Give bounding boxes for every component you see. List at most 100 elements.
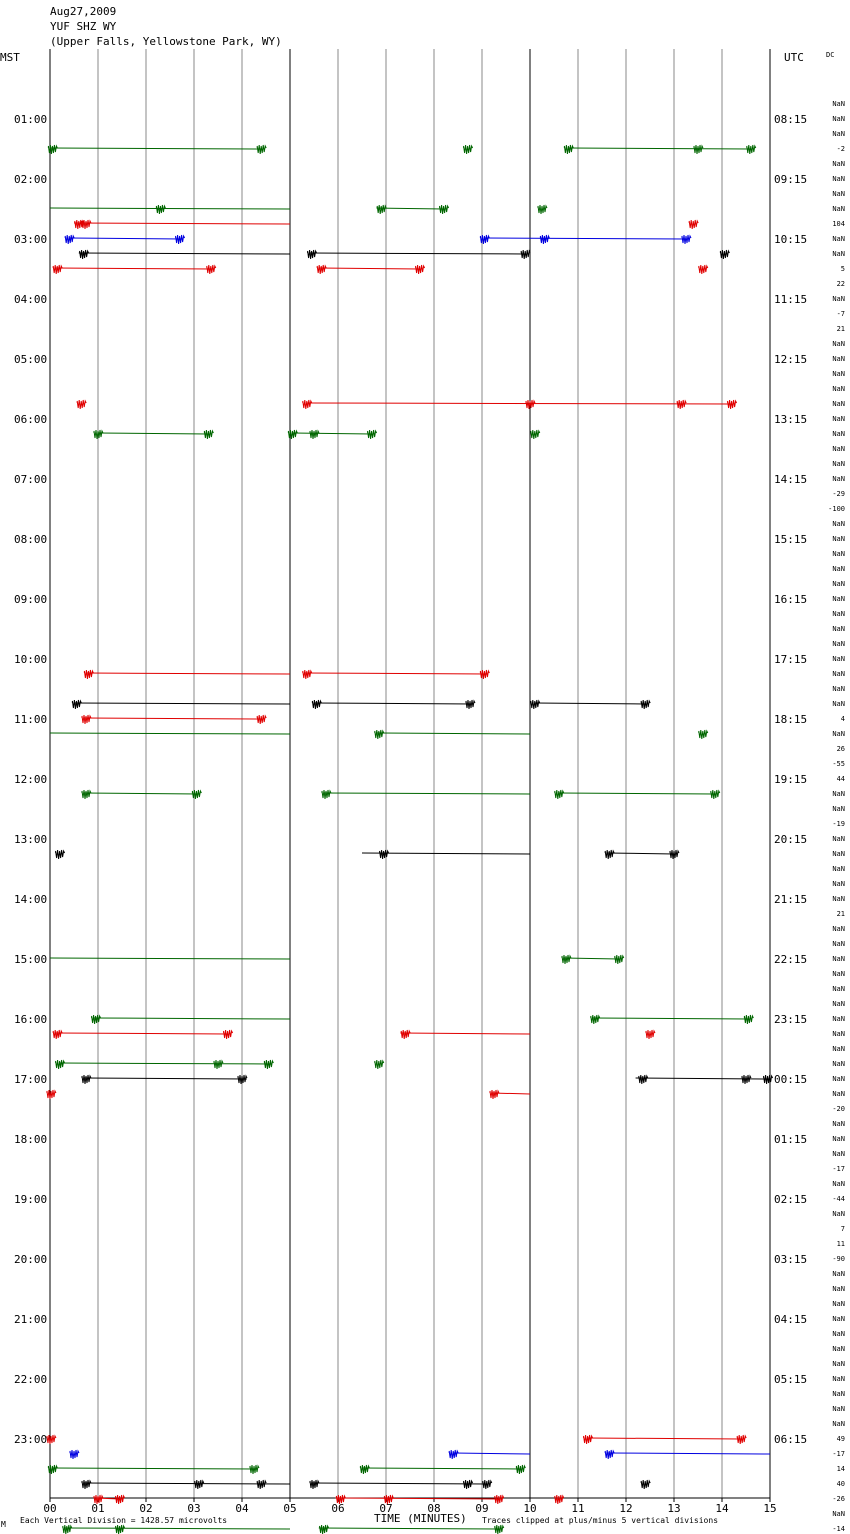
trace-segment <box>83 792 199 795</box>
dc-offset-label: 14 <box>837 1465 845 1473</box>
dc-offset-label: NaN <box>832 1375 845 1383</box>
trace-burst <box>93 1494 104 1505</box>
dc-offset-label: NaN <box>832 1420 845 1428</box>
trace-segment <box>318 1527 499 1530</box>
trace-burst <box>319 1524 330 1534</box>
dc-offset-label: NaN <box>832 985 845 993</box>
trace-burst <box>316 264 327 275</box>
trace-burst <box>676 399 687 410</box>
trace-burst <box>46 1434 57 1445</box>
trace-burst <box>256 144 267 155</box>
trace-segment <box>49 147 262 150</box>
trace-burst <box>175 234 186 245</box>
dc-offset-label: NaN <box>832 895 845 903</box>
trace-burst <box>249 1464 260 1475</box>
trace-burst <box>307 249 318 260</box>
trace-burst <box>489 1089 500 1100</box>
dc-offset-label: NaN <box>832 385 845 393</box>
dc-offset-label: NaN <box>832 1135 845 1143</box>
dc-offset-label: -19 <box>832 820 845 828</box>
trace-segment <box>323 792 531 795</box>
x-tick-label: 08 <box>427 1502 440 1515</box>
trace-burst <box>309 429 320 440</box>
dc-offset-label: NaN <box>832 580 845 588</box>
dc-offset-label: -44 <box>832 1195 845 1203</box>
x-tick-label: 07 <box>379 1502 392 1515</box>
trace-segment <box>606 852 675 855</box>
trace-burst <box>554 1494 565 1505</box>
trace-burst <box>237 1074 248 1085</box>
dc-offset-label: NaN <box>832 550 845 558</box>
dc-offset-label: NaN <box>832 1180 845 1188</box>
trace-burst <box>71 699 82 710</box>
trace-segment <box>361 1467 521 1470</box>
trace-burst <box>746 144 757 155</box>
dc-offset-label: NaN <box>832 835 845 843</box>
right-hour-label: 19:15 <box>774 773 807 786</box>
trace-burst <box>604 1449 615 1460</box>
dc-offset-label: NaN <box>832 1090 845 1098</box>
trace-burst <box>81 714 92 725</box>
trace-segment <box>400 1032 531 1035</box>
left-hour-label: 17:00 <box>14 1073 47 1086</box>
trace-burst <box>727 399 738 410</box>
dc-offset-label: NaN <box>832 355 845 363</box>
trace-burst <box>463 144 474 155</box>
trace-burst <box>55 849 66 860</box>
right-hour-label: 18:15 <box>774 713 807 726</box>
trace-burst <box>47 144 58 155</box>
dc-offset-label: NaN <box>832 880 845 888</box>
trace-burst <box>55 1059 66 1070</box>
trace-burst <box>698 729 709 740</box>
trace-burst <box>494 1524 505 1534</box>
trace-segment <box>311 1482 487 1485</box>
trace-burst <box>590 1014 601 1025</box>
right-hour-label: 09:15 <box>774 173 807 186</box>
trace-burst <box>638 1074 649 1085</box>
left-hour-label: 01:00 <box>14 113 47 126</box>
trace-burst <box>311 699 322 710</box>
trace-segment <box>83 1077 247 1080</box>
dc-offset-label: NaN <box>832 520 845 528</box>
dc-offset-label: NaN <box>832 205 845 213</box>
dc-offset-label: NaN <box>832 460 845 468</box>
trace-burst <box>539 234 550 245</box>
dc-offset-label: 4 <box>841 715 845 723</box>
trace-burst <box>213 1059 224 1070</box>
dc-offset-label: NaN <box>832 430 845 438</box>
right-hour-label: 16:15 <box>774 593 807 606</box>
trace-segment <box>49 957 291 960</box>
dc-offset-label: NaN <box>832 1015 845 1023</box>
dc-offset-label: 49 <box>837 1435 845 1443</box>
trace-burst <box>81 789 92 800</box>
trace-burst <box>76 399 87 410</box>
right-hour-label: 20:15 <box>774 833 807 846</box>
left-hour-label: 07:00 <box>14 473 47 486</box>
trace-burst <box>287 429 298 440</box>
right-hour-label: 05:15 <box>774 1373 807 1386</box>
x-tick-label: 11 <box>571 1502 584 1515</box>
trace-burst <box>79 249 90 260</box>
chart-grid <box>49 49 771 1502</box>
left-hour-label: 22:00 <box>14 1373 47 1386</box>
x-tick-label: 10 <box>523 1502 536 1515</box>
right-axis-label: UTC <box>784 51 804 64</box>
right-hour-label: 01:15 <box>774 1133 807 1146</box>
trace-burst <box>47 1464 58 1475</box>
left-hour-label: 10:00 <box>14 653 47 666</box>
trace-segment <box>97 432 209 435</box>
trace-burst <box>376 204 387 215</box>
trace-burst <box>115 1494 126 1505</box>
dc-offset-label: NaN <box>832 535 845 543</box>
dc-offset-label: 21 <box>837 325 845 333</box>
dc-offset-label: NaN <box>832 1210 845 1218</box>
dc-offset-label: NaN <box>832 400 845 408</box>
trace-segment <box>568 147 751 150</box>
trace-segment <box>361 852 531 855</box>
trace-burst <box>309 1479 320 1490</box>
left-axis-label: MST <box>0 51 20 64</box>
trace-burst <box>763 1074 774 1085</box>
dc-offset-label: NaN <box>832 865 845 873</box>
right-hour-label: 08:15 <box>774 113 807 126</box>
